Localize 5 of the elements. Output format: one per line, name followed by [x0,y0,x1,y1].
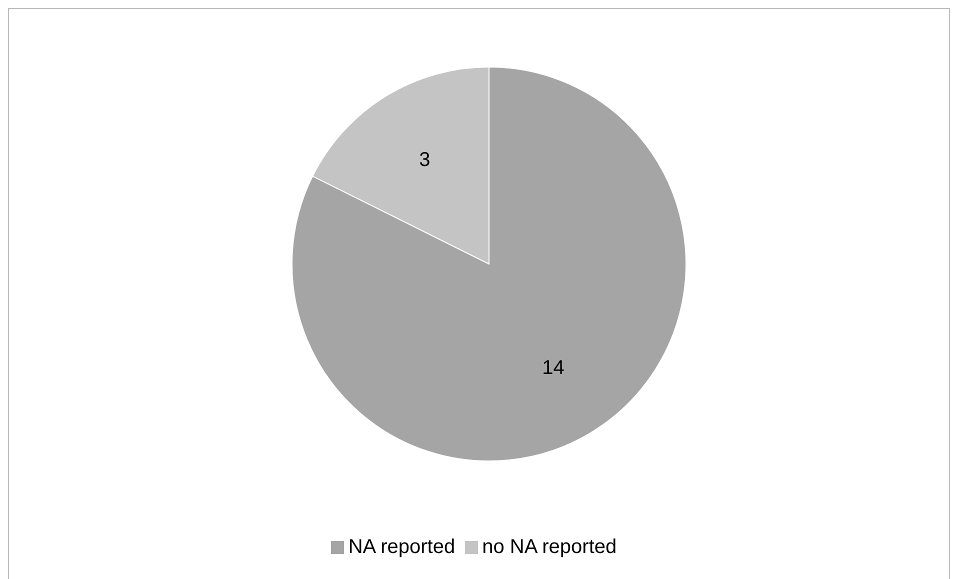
data-label: 3 [419,149,430,172]
data-label: 14 [542,356,564,379]
legend-label: NA reported [348,536,456,558]
legend-label: no NA reported [482,536,617,558]
pie-slice [292,66,686,462]
